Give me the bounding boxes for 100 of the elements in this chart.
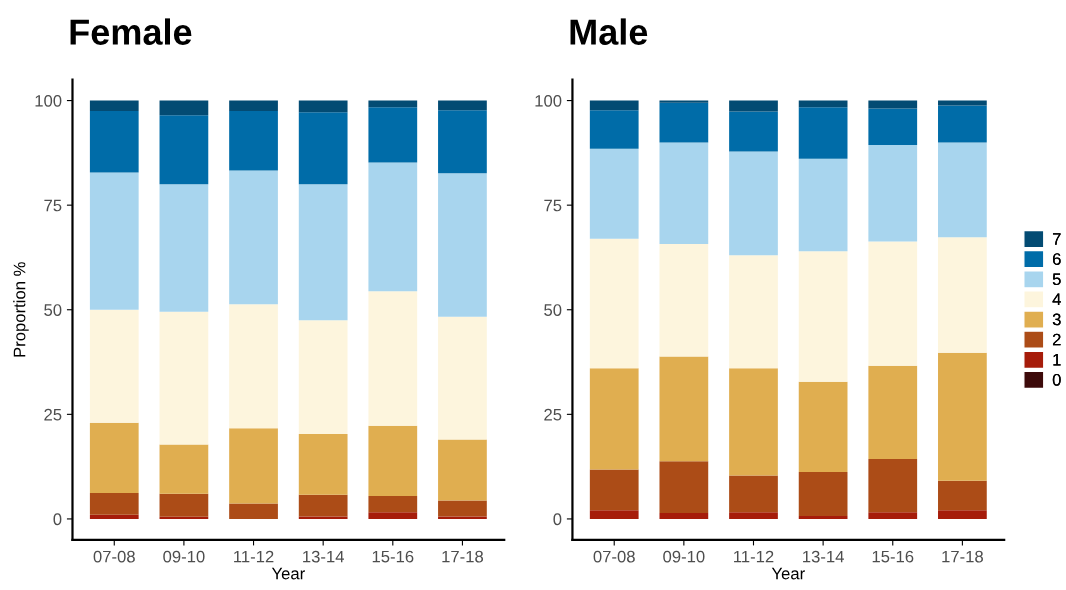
y-tick-label: 50	[44, 304, 62, 316]
x-tick-label: 09-10	[163, 550, 205, 563]
bar	[938, 480, 987, 511]
bar	[159, 493, 209, 517]
bar	[798, 472, 848, 516]
y-tick-label: 0	[53, 513, 62, 526]
bar	[368, 512, 418, 519]
bar	[159, 516, 209, 519]
bar	[659, 100, 709, 103]
x-tick-label: 11-12	[734, 550, 774, 563]
bar	[159, 100, 209, 116]
bar	[298, 184, 348, 321]
bar	[89, 111, 139, 173]
bar	[438, 173, 487, 317]
bar	[438, 516, 487, 519]
x-tick-label: 07-08	[593, 550, 635, 563]
legend-label: 2	[1052, 333, 1061, 346]
bar	[938, 510, 987, 519]
bar	[368, 291, 418, 426]
bar	[438, 500, 487, 517]
bar	[229, 111, 278, 171]
bar	[938, 142, 987, 238]
bar	[659, 513, 709, 519]
bar	[298, 434, 348, 495]
x-tick-label: 11-12	[234, 550, 274, 563]
x-tick-label: 07-08	[93, 550, 135, 563]
bar	[729, 111, 778, 152]
bar	[868, 144, 918, 242]
y-tick-label: 25	[44, 408, 62, 421]
bar	[229, 304, 278, 429]
bar	[798, 516, 848, 519]
bar	[438, 439, 487, 501]
x-axis-title: Year	[771, 567, 805, 580]
bar	[868, 365, 918, 460]
bar	[438, 100, 487, 111]
bar	[868, 459, 918, 513]
bar	[368, 162, 418, 292]
bar	[298, 100, 348, 113]
legend-label: 0	[1052, 373, 1061, 386]
bar	[659, 102, 709, 143]
bar	[798, 381, 848, 473]
bar	[868, 100, 918, 109]
bar	[368, 425, 418, 496]
x-axis-title: Year	[271, 567, 305, 580]
bar	[89, 514, 139, 519]
bar	[298, 112, 348, 185]
legend-label: 1	[1053, 353, 1061, 366]
bar	[89, 422, 139, 493]
bar	[589, 510, 639, 519]
bar	[229, 503, 278, 519]
bar	[229, 100, 278, 112]
y-tick-label: 100	[535, 94, 562, 107]
bar	[298, 320, 348, 434]
bar	[729, 151, 778, 256]
bar	[729, 512, 778, 519]
legend-label: 4	[1052, 293, 1061, 306]
bar	[89, 172, 139, 310]
legend-label: 5	[1052, 273, 1061, 286]
bar	[589, 368, 639, 470]
bar	[438, 110, 487, 174]
bar	[798, 158, 848, 252]
bar	[159, 311, 209, 445]
x-tick-label: 09-10	[663, 550, 705, 563]
bar	[659, 356, 709, 462]
legend-label: 6	[1052, 253, 1061, 265]
bar	[589, 110, 639, 149]
bar	[938, 237, 987, 353]
y-tick-label: 0	[553, 513, 562, 526]
x-tick-label: 13-14	[803, 550, 844, 563]
bar	[938, 352, 987, 481]
bar	[89, 309, 139, 423]
legend-label: 3	[1052, 313, 1061, 326]
bar	[298, 494, 348, 517]
bar	[589, 148, 639, 239]
bar	[159, 184, 209, 312]
chart-title: Male	[570, 18, 648, 45]
bar	[589, 238, 639, 369]
y-tick-label: 75	[44, 199, 62, 212]
bar	[438, 316, 487, 440]
chart-title: Female	[70, 18, 192, 45]
bar	[729, 100, 778, 112]
x-tick-label: 15-16	[372, 550, 414, 563]
bar	[659, 461, 709, 514]
bar	[729, 368, 778, 476]
bar	[729, 475, 778, 513]
bar	[868, 108, 918, 145]
bar	[159, 115, 209, 185]
y-tick-label: 25	[544, 408, 562, 421]
bar	[229, 428, 278, 504]
bar	[89, 492, 139, 515]
x-tick-label: 13-14	[303, 550, 344, 563]
bar	[659, 142, 709, 245]
bar	[229, 170, 278, 305]
bar	[868, 241, 918, 366]
bar	[938, 105, 987, 143]
bar	[798, 107, 848, 159]
x-tick-label: 17-18	[942, 550, 983, 563]
bar	[368, 107, 418, 163]
bar	[298, 516, 348, 519]
bar	[798, 251, 848, 382]
